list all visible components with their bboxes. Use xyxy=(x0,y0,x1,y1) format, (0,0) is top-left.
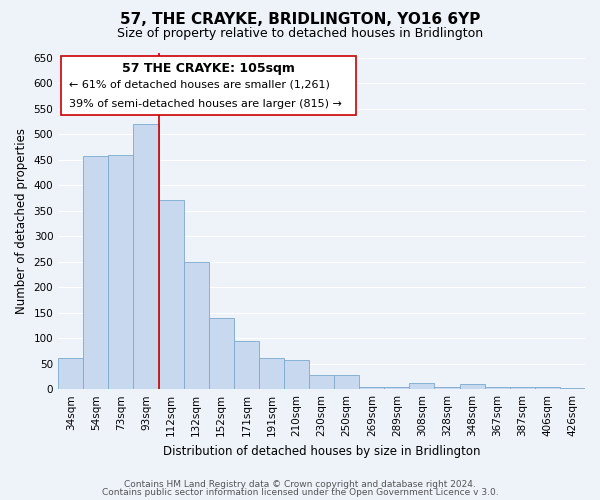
Text: 39% of semi-detached houses are larger (815) →: 39% of semi-detached houses are larger (… xyxy=(69,99,341,109)
Y-axis label: Number of detached properties: Number of detached properties xyxy=(15,128,28,314)
Bar xyxy=(209,318,234,389)
Bar xyxy=(133,124,158,389)
Bar xyxy=(234,340,259,389)
Bar xyxy=(259,358,284,389)
Text: ← 61% of detached houses are smaller (1,261): ← 61% of detached houses are smaller (1,… xyxy=(69,79,329,89)
Bar xyxy=(334,375,359,389)
Bar xyxy=(184,262,209,389)
Text: Contains public sector information licensed under the Open Government Licence v : Contains public sector information licen… xyxy=(101,488,499,497)
Text: 57 THE CRAYKE: 105sqm: 57 THE CRAYKE: 105sqm xyxy=(122,62,295,75)
FancyBboxPatch shape xyxy=(61,56,356,115)
Text: Contains HM Land Registry data © Crown copyright and database right 2024.: Contains HM Land Registry data © Crown c… xyxy=(124,480,476,489)
Bar xyxy=(535,387,560,389)
Text: Size of property relative to detached houses in Bridlington: Size of property relative to detached ho… xyxy=(117,28,483,40)
Bar xyxy=(109,154,133,389)
Bar xyxy=(309,376,334,389)
Bar xyxy=(485,387,510,389)
Bar xyxy=(409,383,434,389)
Bar xyxy=(460,384,485,389)
Bar xyxy=(385,387,409,389)
Bar xyxy=(434,387,460,389)
Bar xyxy=(58,358,83,389)
Bar xyxy=(284,360,309,389)
Text: 57, THE CRAYKE, BRIDLINGTON, YO16 6YP: 57, THE CRAYKE, BRIDLINGTON, YO16 6YP xyxy=(120,12,480,28)
Bar xyxy=(510,386,535,389)
Bar xyxy=(83,156,109,389)
Bar xyxy=(560,388,585,389)
X-axis label: Distribution of detached houses by size in Bridlington: Distribution of detached houses by size … xyxy=(163,444,481,458)
Bar xyxy=(158,200,184,389)
Bar xyxy=(359,387,385,389)
